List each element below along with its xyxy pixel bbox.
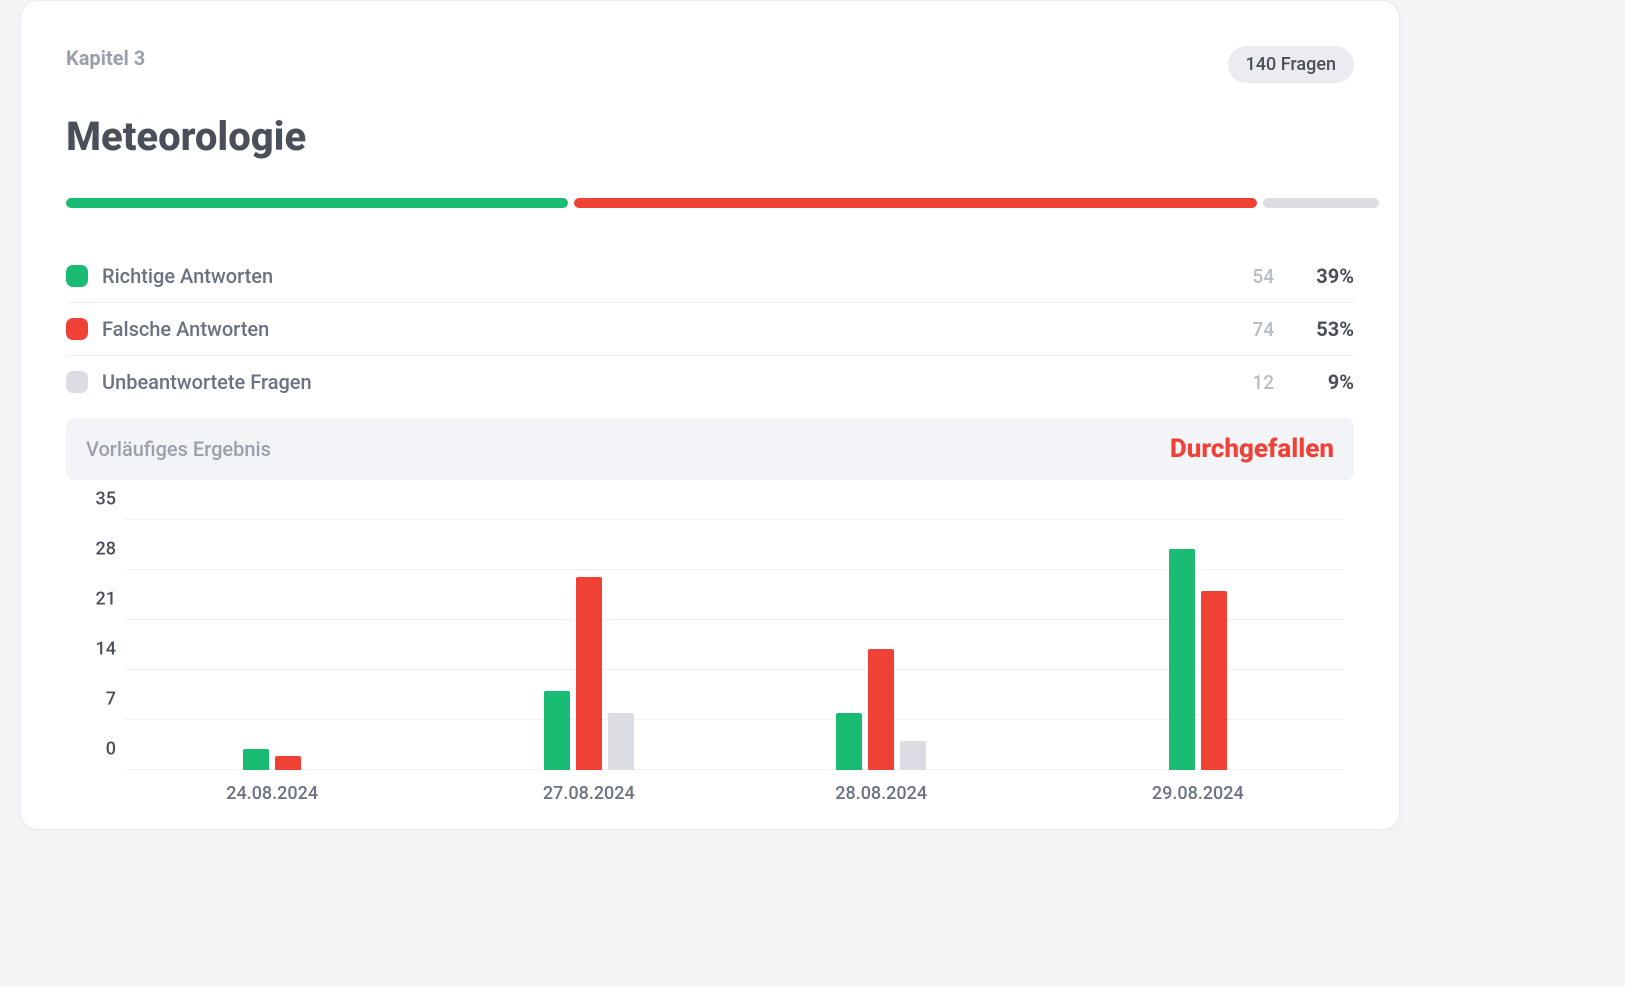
gridline <box>126 619 1344 620</box>
daily-bar-chart: 071421283524.08.202427.08.202428.08.2024… <box>66 520 1354 810</box>
bar-group: 24.08.2024 <box>243 749 301 770</box>
bar-group: 28.08.2024 <box>836 649 926 770</box>
result-value: Durchgefallen <box>1170 434 1334 464</box>
x-axis-label: 27.08.2024 <box>543 783 635 804</box>
legend-label: Unbeantwortete Fragen <box>102 370 1204 394</box>
bar-correct <box>1169 549 1195 770</box>
x-axis-label: 28.08.2024 <box>835 783 927 804</box>
chapter-label: Kapitel 3 <box>66 46 145 70</box>
legend-row-wrong: Falsche Antworten7453% <box>66 303 1354 356</box>
bar-group: 29.08.2024 <box>1169 549 1227 770</box>
progress-segment-correct <box>66 198 568 208</box>
x-axis-label: 29.08.2024 <box>1152 783 1244 804</box>
legend-percent: 9% <box>1274 370 1354 394</box>
bar-group: 27.08.2024 <box>544 577 634 770</box>
y-axis-label: 14 <box>81 639 116 660</box>
y-axis-label: 28 <box>81 539 116 560</box>
y-axis-label: 21 <box>81 589 116 610</box>
y-axis-label: 0 <box>81 739 116 760</box>
bar-correct <box>836 713 862 770</box>
result-banner: Vorläufiges Ergebnis Durchgefallen <box>66 418 1354 480</box>
x-axis-label: 24.08.2024 <box>226 783 318 804</box>
bar-correct <box>544 691 570 770</box>
bar-unanswered <box>608 713 634 770</box>
page-title: Meteorologie <box>66 113 1354 160</box>
legend-swatch-unanswered <box>66 371 88 393</box>
question-count-badge: 140 Fragen <box>1228 46 1354 83</box>
gridline <box>126 719 1344 720</box>
legend-list: Richtige Antworten5439%Falsche Antworten… <box>66 250 1354 408</box>
legend-count: 54 <box>1204 265 1274 288</box>
bar-wrong <box>275 756 301 770</box>
gridline <box>126 519 1344 520</box>
progress-bar <box>66 198 1354 208</box>
legend-row-unanswered: Unbeantwortete Fragen129% <box>66 356 1354 408</box>
y-axis-label: 35 <box>81 489 116 510</box>
legend-label: Falsche Antworten <box>102 317 1204 341</box>
legend-swatch-wrong <box>66 318 88 340</box>
progress-segment-unanswered <box>1263 198 1379 208</box>
bar-wrong <box>576 577 602 770</box>
progress-segment-wrong <box>574 198 1257 208</box>
legend-count: 74 <box>1204 318 1274 341</box>
bar-unanswered <box>900 741 926 770</box>
bar-wrong <box>868 649 894 770</box>
legend-swatch-correct <box>66 265 88 287</box>
bar-wrong <box>1201 591 1227 770</box>
card-header: Kapitel 3 140 Fragen <box>66 46 1354 83</box>
gridline <box>126 669 1344 670</box>
stats-card: Kapitel 3 140 Fragen Meteorologie Richti… <box>20 0 1400 830</box>
gridline <box>126 569 1344 570</box>
bar-correct <box>243 749 269 770</box>
legend-percent: 53% <box>1274 317 1354 341</box>
chart-plot-area: 071421283524.08.202427.08.202428.08.2024… <box>126 520 1344 770</box>
legend-row-correct: Richtige Antworten5439% <box>66 250 1354 303</box>
gridline <box>126 769 1344 770</box>
result-label: Vorläufiges Ergebnis <box>86 437 271 461</box>
y-axis-label: 7 <box>81 689 116 710</box>
legend-percent: 39% <box>1274 264 1354 288</box>
legend-count: 12 <box>1204 371 1274 394</box>
legend-label: Richtige Antworten <box>102 264 1204 288</box>
